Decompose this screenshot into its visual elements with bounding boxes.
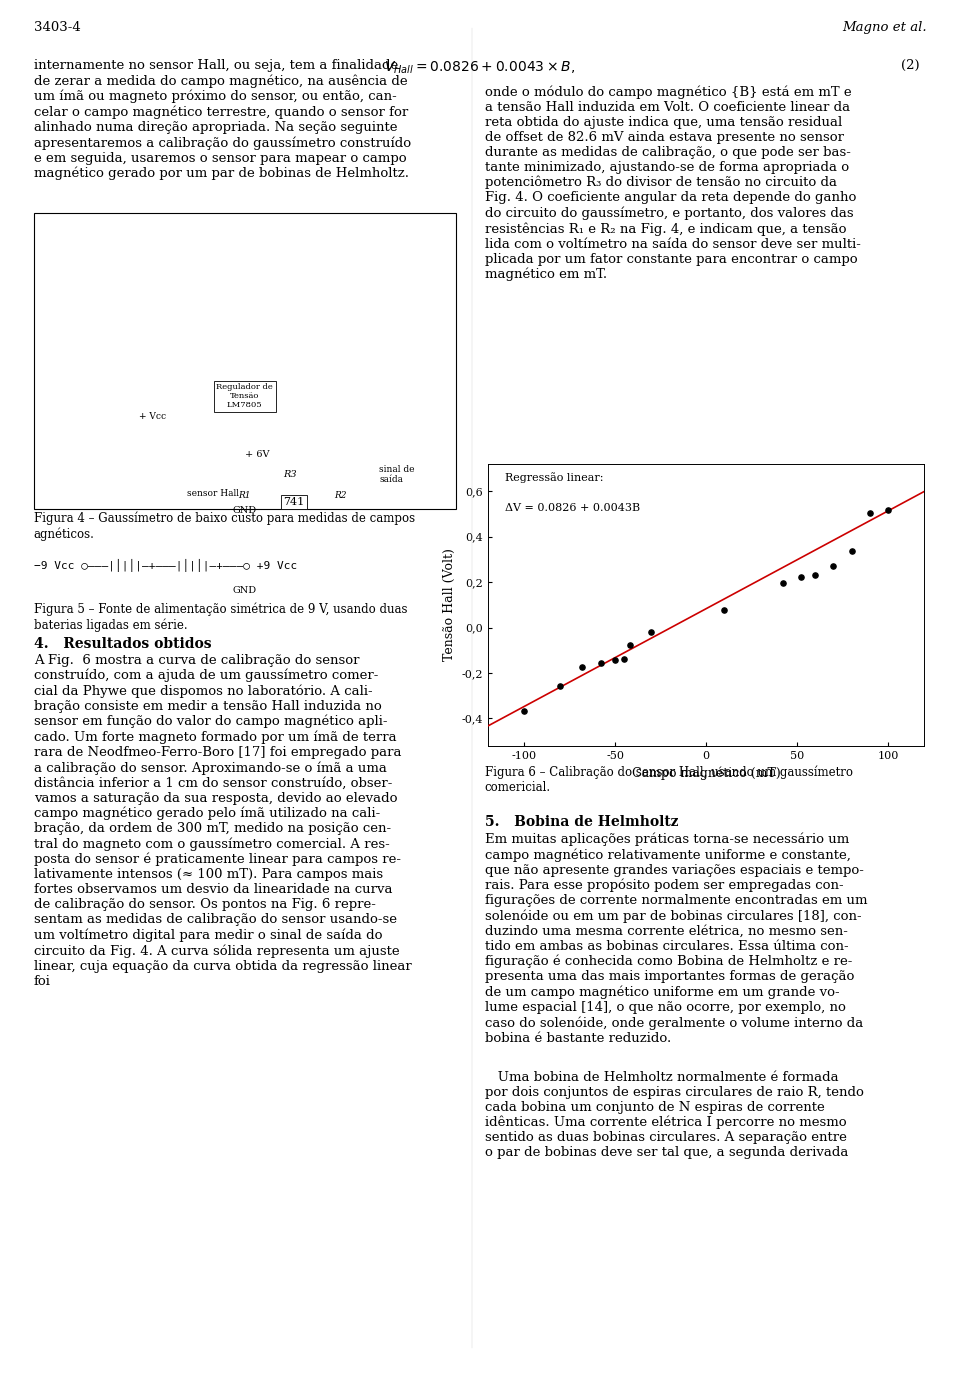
Point xyxy=(775,572,790,594)
Text: Uma bobina de Helmholtz normalmente é formada
por dois conjuntos de espiras circ: Uma bobina de Helmholtz normalmente é fo… xyxy=(485,1071,864,1159)
X-axis label: Campo magnético (mT): Campo magnético (mT) xyxy=(632,766,780,780)
Text: Figura 6 – Calibração do sensor Hall, usando um gaussímetro
comericial.: Figura 6 – Calibração do sensor Hall, us… xyxy=(485,765,852,794)
Text: onde o módulo do campo magnético {B} está em mT e
a tensão Hall induzida em Volt: onde o módulo do campo magnético {B} est… xyxy=(485,85,861,281)
Point xyxy=(844,541,859,563)
Point xyxy=(862,502,877,524)
Text: Regulador de
Tensão
LM7805: Regulador de Tensão LM7805 xyxy=(216,383,274,410)
Point xyxy=(716,600,732,622)
Point xyxy=(826,555,841,577)
Text: −9 Vcc ○―――|│|│|―+―――|│|│|―+―――○ +9 Vcc: −9 Vcc ○―――|│|│|―+―――|│|│|―+―――○ +9 Vcc xyxy=(34,559,297,571)
Text: + Vcc: + Vcc xyxy=(139,413,166,421)
Point xyxy=(616,648,632,670)
Text: 4.   Resultados obtidos: 4. Resultados obtidos xyxy=(34,637,211,651)
Text: Figura 5 – Fonte de alimentação simétrica de 9 V, usando duas
baterias ligadas e: Figura 5 – Fonte de alimentação simétric… xyxy=(34,603,407,632)
Point xyxy=(793,567,808,589)
Point xyxy=(880,499,896,522)
Text: internamente no sensor Hall, ou seja, tem a finalidade
de zerar a medida do camp: internamente no sensor Hall, ou seja, te… xyxy=(34,59,411,180)
Point xyxy=(593,652,609,674)
Text: GND: GND xyxy=(232,506,257,516)
Point xyxy=(644,621,660,643)
Point xyxy=(608,649,623,671)
Text: GND: GND xyxy=(232,586,257,596)
Text: + 6V: + 6V xyxy=(245,450,270,458)
Y-axis label: Tensão Hall (Volt): Tensão Hall (Volt) xyxy=(443,548,456,662)
Text: A Fig.  6 mostra a curva de calibração do sensor
construído, com a ajuda de um g: A Fig. 6 mostra a curva de calibração do… xyxy=(34,654,411,988)
Text: Magno et al.: Magno et al. xyxy=(842,21,926,33)
Text: $V_{Hall} = 0.0826 + 0.0043 \times B,$: $V_{Hall} = 0.0826 + 0.0043 \times B,$ xyxy=(384,59,576,76)
Text: ΔV = 0.0826 + 0.0043B: ΔV = 0.0826 + 0.0043B xyxy=(505,504,640,513)
Point xyxy=(516,699,532,721)
Text: sensor Hall: sensor Hall xyxy=(187,490,239,498)
Text: 741: 741 xyxy=(283,497,304,508)
Text: (2): (2) xyxy=(901,59,920,72)
Text: Em muitas aplicações práticas torna-se necessário um
campo magnético relativamen: Em muitas aplicações práticas torna-se n… xyxy=(485,832,867,1044)
Text: R1: R1 xyxy=(238,491,252,499)
Text: Figura 4 – Gaussímetro de baixo custo para medidas de campos
agnéticos.: Figura 4 – Gaussímetro de baixo custo pa… xyxy=(34,512,415,541)
Point xyxy=(622,633,637,655)
Text: 5.   Bobina de Helmholtz: 5. Bobina de Helmholtz xyxy=(485,815,679,828)
Point xyxy=(553,674,568,696)
Point xyxy=(575,656,590,678)
Text: sinal de
saída: sinal de saída xyxy=(379,465,415,484)
Text: R3: R3 xyxy=(283,471,297,479)
Point xyxy=(807,564,823,586)
Text: 3403-4: 3403-4 xyxy=(34,21,81,33)
Text: R2: R2 xyxy=(334,491,348,499)
Text: Regressão linear:: Regressão linear: xyxy=(505,472,604,483)
